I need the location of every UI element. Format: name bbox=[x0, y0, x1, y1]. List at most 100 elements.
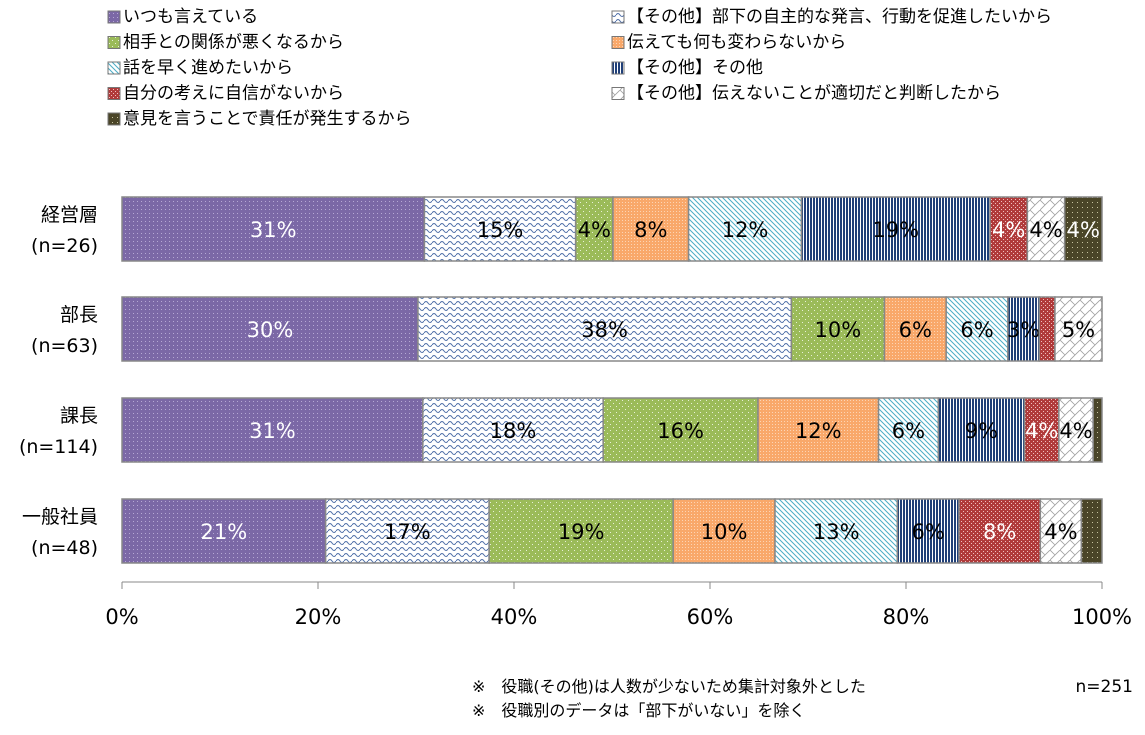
legend-swatch bbox=[611, 36, 625, 49]
x-tick-label: 40% bbox=[491, 605, 538, 629]
data-label: 10% bbox=[815, 318, 862, 342]
data-label: 12% bbox=[795, 419, 842, 443]
bar-segment bbox=[423, 196, 577, 262]
legend-label: いつも言えている bbox=[123, 7, 258, 27]
bar-segment bbox=[1092, 397, 1103, 463]
data-label: 4% bbox=[992, 218, 1025, 242]
data-label: 21% bbox=[200, 520, 247, 544]
data-label: 8% bbox=[983, 520, 1016, 544]
data-label: 19% bbox=[872, 218, 919, 242]
data-label: 4% bbox=[1029, 218, 1062, 242]
data-label: 3% bbox=[1007, 318, 1040, 342]
legend-swatch bbox=[611, 61, 625, 75]
data-label: 19% bbox=[558, 520, 605, 544]
legend-label: 自分の考えに自信がないから bbox=[123, 84, 344, 104]
legend-swatch bbox=[611, 10, 625, 24]
bar-segment bbox=[937, 397, 1026, 463]
bar-segment bbox=[121, 397, 424, 463]
x-tick-label: 60% bbox=[687, 605, 734, 629]
legend-swatch bbox=[107, 36, 121, 49]
data-label: 17% bbox=[384, 520, 431, 544]
bar-segment bbox=[800, 196, 991, 262]
bar-segment bbox=[121, 498, 327, 564]
bar-segment bbox=[989, 196, 1029, 262]
data-label: 4% bbox=[1067, 218, 1100, 242]
bar-segment bbox=[687, 196, 803, 262]
legend-label: 相手との関係が悪くなるから bbox=[123, 33, 344, 53]
bar-segment bbox=[422, 397, 604, 463]
legend-swatch bbox=[611, 87, 625, 100]
legend-swatch bbox=[107, 87, 121, 100]
bar-segment bbox=[1063, 196, 1103, 262]
x-tick-label: 80% bbox=[883, 605, 930, 629]
category-label: 課長 bbox=[60, 405, 98, 427]
category-label: 経営層 bbox=[41, 204, 98, 226]
category-label: (n=26) bbox=[31, 235, 98, 257]
bar-segment bbox=[877, 397, 940, 463]
legend-label: 【その他】その他 bbox=[627, 58, 763, 78]
data-label: 4% bbox=[1059, 419, 1092, 443]
legend-swatch bbox=[107, 10, 121, 24]
data-label: 16% bbox=[657, 419, 704, 443]
data-label: 8% bbox=[634, 218, 667, 242]
bar-segment bbox=[1038, 296, 1056, 362]
data-label: 6% bbox=[892, 419, 925, 443]
data-label: 5% bbox=[1062, 318, 1095, 342]
legend-label: 意見を言うことで責任が発生するから bbox=[123, 109, 412, 129]
data-label: 9% bbox=[965, 419, 998, 443]
bar-segment bbox=[958, 498, 1042, 564]
legend-label: 話を早く進めたいから bbox=[123, 58, 293, 78]
data-label: 38% bbox=[581, 318, 628, 342]
bar-segment bbox=[790, 296, 886, 362]
data-label: 6% bbox=[960, 318, 993, 342]
data-label: 4% bbox=[1025, 419, 1058, 443]
bars: 経営層(n=26)31% 15% 4% 8% 12% 19% 4% 4% 4%部長(n=63)3… bbox=[19, 196, 1103, 564]
category-label: 部長 bbox=[60, 304, 98, 326]
bar-segment bbox=[1054, 296, 1103, 362]
category-label: (n=114) bbox=[19, 436, 98, 458]
data-label: 30% bbox=[247, 318, 294, 342]
data-label: 12% bbox=[722, 218, 769, 242]
bar-segment bbox=[1080, 498, 1103, 564]
legend-label: 伝えても何も変わらないから bbox=[627, 33, 846, 53]
data-label: 10% bbox=[701, 520, 748, 544]
legend-label: 【その他】伝えないことが適切だと判断したから bbox=[627, 84, 1001, 104]
bar-segment bbox=[1026, 196, 1066, 262]
data-label: 13% bbox=[813, 520, 860, 544]
total-n: n=251 bbox=[1076, 677, 1133, 697]
legend-swatch bbox=[107, 112, 121, 126]
x-tick-label: 100% bbox=[1072, 605, 1132, 629]
bar-segment bbox=[883, 296, 947, 362]
data-label: 6% bbox=[912, 520, 945, 544]
category-label: (n=63) bbox=[31, 335, 98, 357]
data-label: 31% bbox=[249, 419, 296, 443]
bar-segment bbox=[1023, 397, 1060, 463]
footnote: ※ 役職(その他)は人数が少ないため集計対象外とした bbox=[472, 677, 866, 696]
data-label: 4% bbox=[1044, 520, 1077, 544]
bar-segment bbox=[774, 498, 899, 564]
bar-segment bbox=[672, 498, 776, 564]
notes: ※ 役職(その他)は人数が少ないため集計対象外とした ※ 役職別のデータは「部下が… bbox=[472, 677, 1133, 720]
bar-segment bbox=[121, 196, 426, 262]
data-label: 6% bbox=[899, 318, 932, 342]
bar-segment bbox=[121, 296, 419, 362]
bar-segment bbox=[488, 498, 674, 564]
legend-label: 【その他】部下の自主的な発言、行動を促進したいから bbox=[627, 7, 1052, 27]
data-label: 15% bbox=[477, 218, 524, 242]
category-label: 一般社員 bbox=[22, 506, 98, 528]
legend: いつも言えている 【その他】部下の自主的な発言、行動を促進したいから相手との関係が… bbox=[107, 7, 1052, 129]
data-label: 31% bbox=[250, 218, 297, 242]
legend-swatch bbox=[107, 61, 121, 75]
data-label: 18% bbox=[490, 419, 537, 443]
bar-segment bbox=[757, 397, 880, 463]
x-tick-label: 0% bbox=[105, 605, 138, 629]
x-axis: 0% 20% 40% 60% 80% 100% bbox=[105, 581, 1132, 629]
data-label: 4% bbox=[578, 218, 611, 242]
bar-segment bbox=[602, 397, 759, 463]
x-tick-label: 20% bbox=[295, 605, 342, 629]
bar-segment bbox=[574, 196, 614, 262]
bar-segment bbox=[945, 296, 1009, 362]
footnote: ※ 役職別のデータは「部下がいない」を除く bbox=[472, 701, 805, 720]
category-label: (n=48) bbox=[31, 537, 98, 559]
